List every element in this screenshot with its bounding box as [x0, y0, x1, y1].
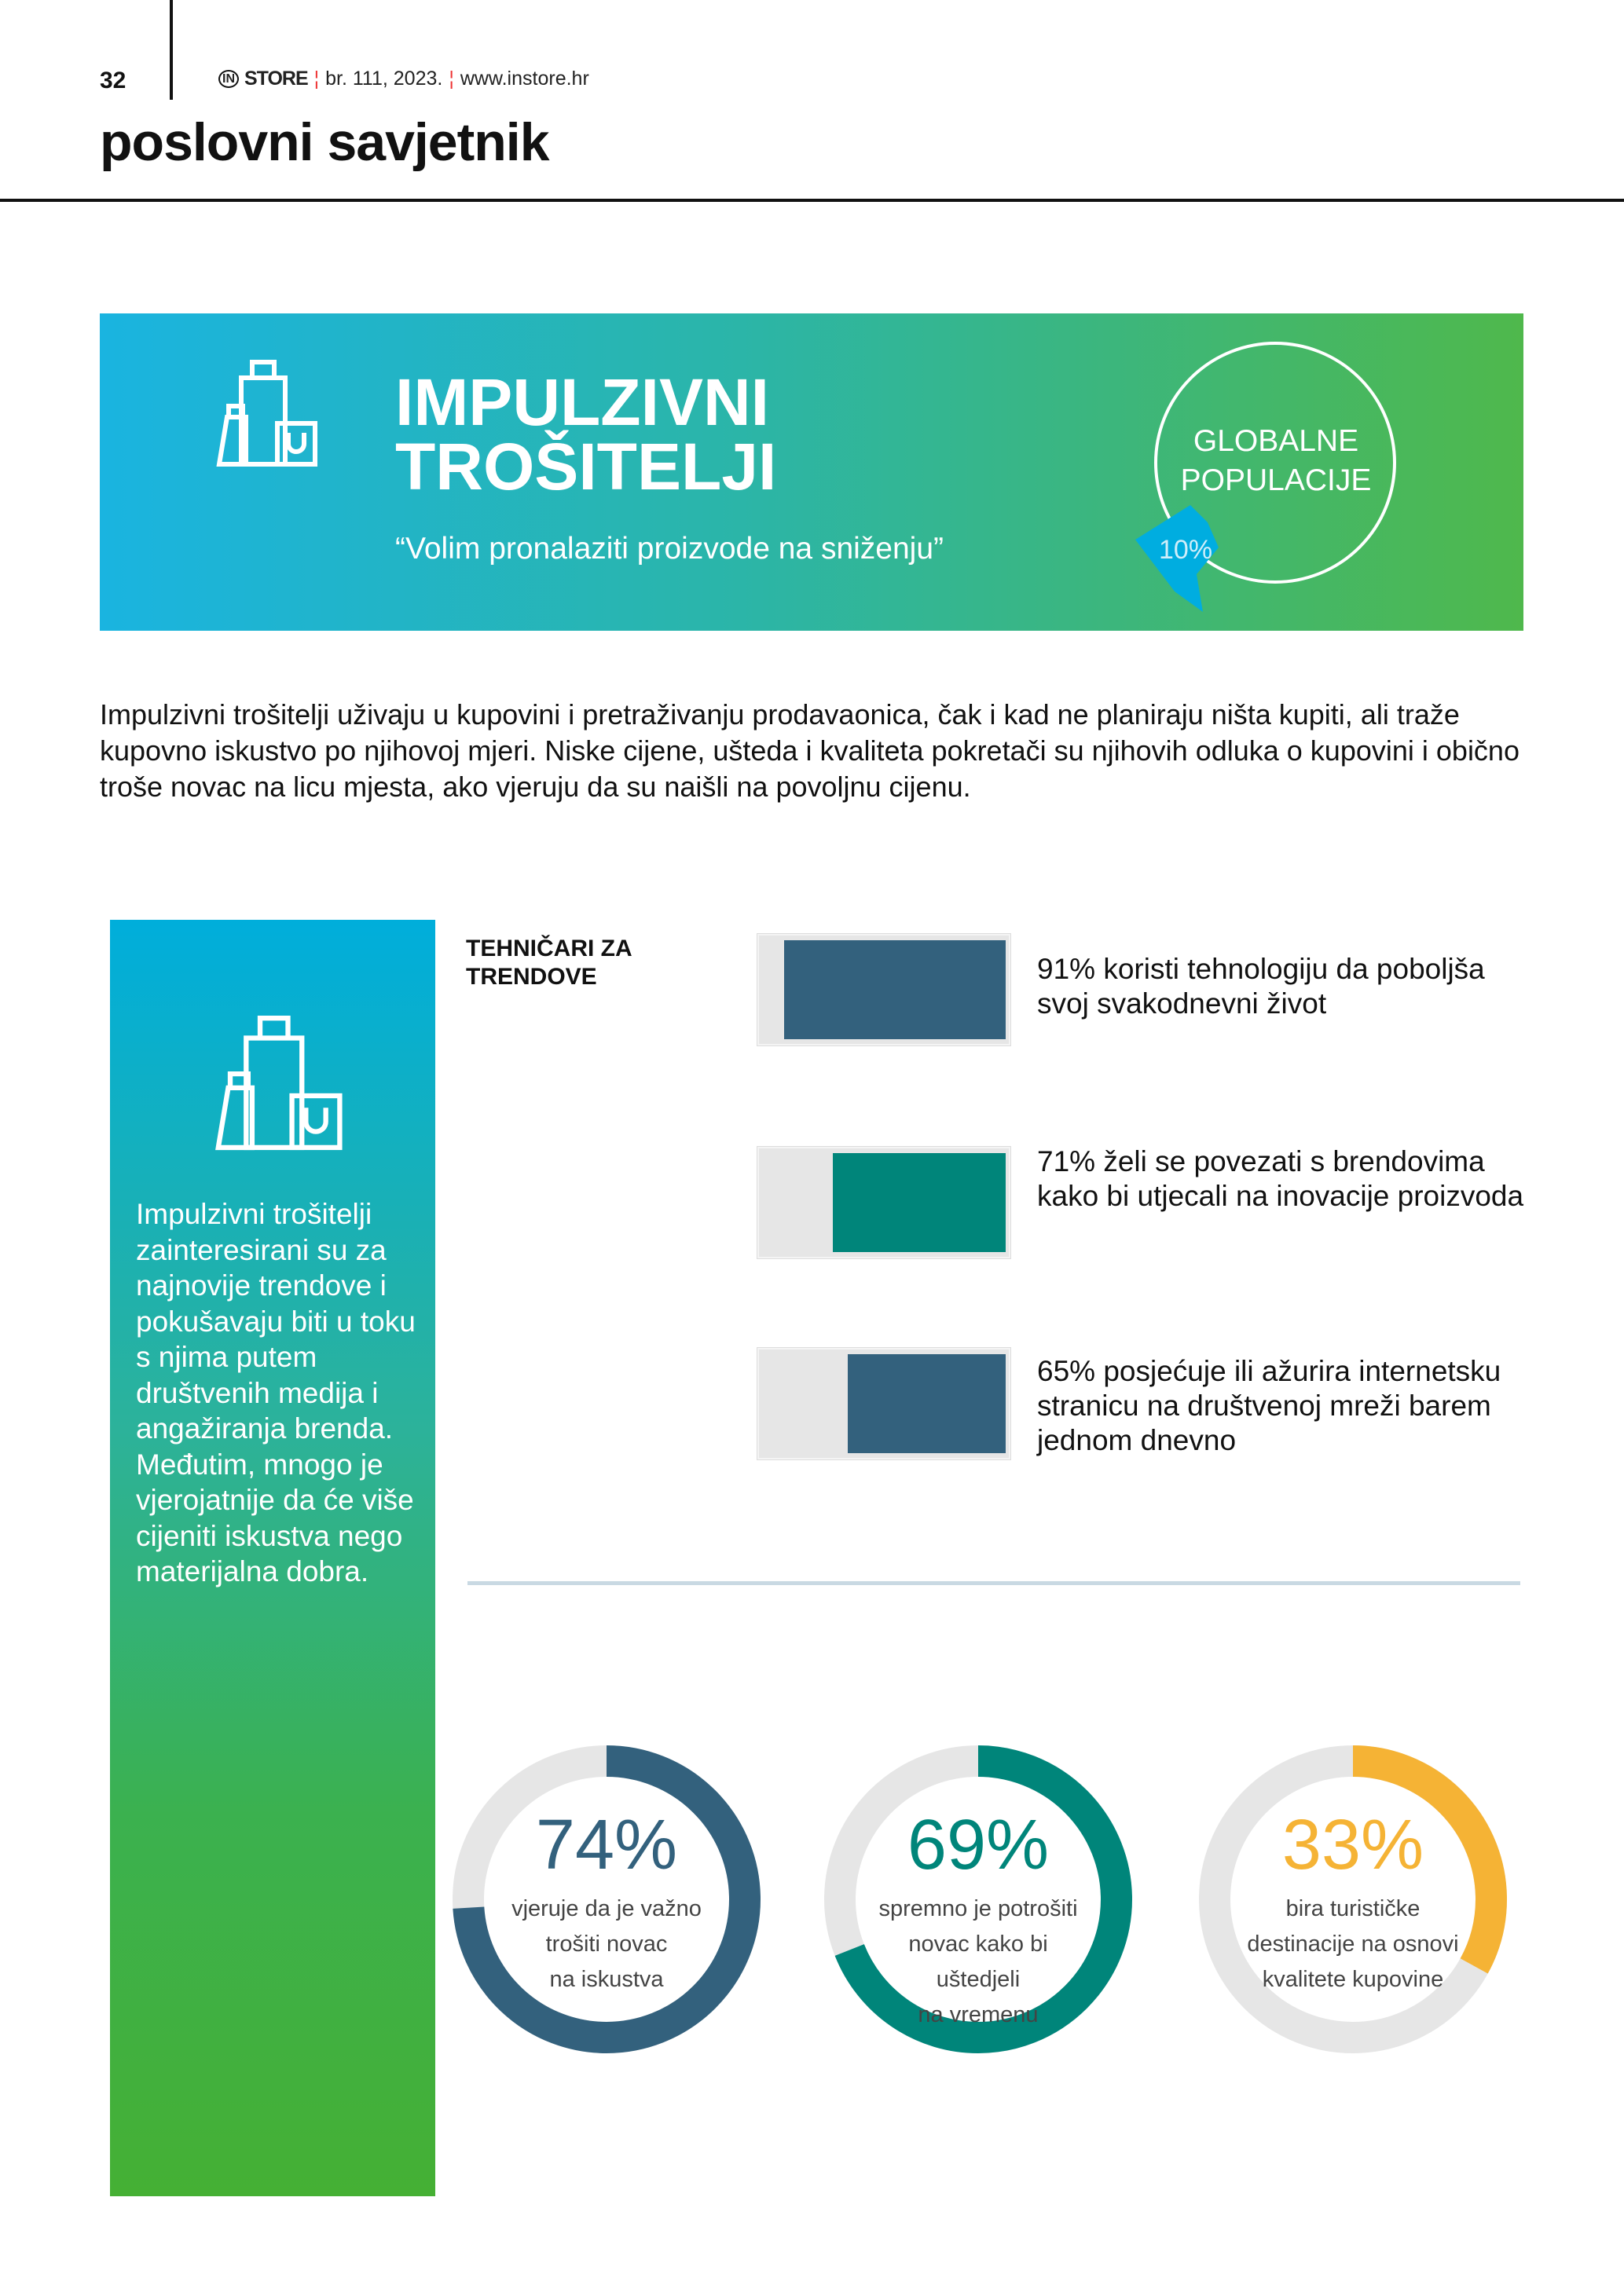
- trend-bar: [757, 1348, 1010, 1459]
- label-line: destinacije na osnovi: [1247, 1932, 1459, 1957]
- donut-chart: 33% bira turističke destinacije na osnovi…: [1196, 1742, 1510, 2056]
- website-link[interactable]: www.instore.hr: [460, 68, 589, 90]
- trend-text: 65% posjećuje ili ažurira internetsku st…: [1037, 1355, 1501, 1456]
- donut-chart: 69% spremno je potrošiti novac kako bi ušt…: [821, 1742, 1135, 2056]
- donut-label: bira turističke destinacije na osnovi kval…: [1227, 1891, 1479, 1998]
- header-rule: [0, 199, 1624, 202]
- donut-arc: [824, 1745, 1132, 2053]
- label-line: kvalitete kupovine: [1262, 1967, 1444, 1992]
- donut-value: 33%: [1281, 1806, 1424, 1884]
- heading-line: TRENDOVE: [466, 964, 597, 990]
- section-divider: [467, 1581, 1520, 1585]
- donut-arc: [1199, 1745, 1507, 2053]
- label-line: novac kako bi: [908, 1932, 1048, 1957]
- brand-name: STORE: [244, 68, 309, 90]
- label-line: na iskustva: [549, 1967, 664, 1992]
- circle-line: POPULACIJE: [1180, 463, 1372, 497]
- sidebar-panel: Impulzivni trošitelji zainteresirani su …: [110, 920, 435, 2196]
- population-label: GLOBALNE POPULACIJE: [1170, 422, 1382, 500]
- trend-text: 91% koristi tehnologiju da poboljša svoj…: [1037, 953, 1485, 1020]
- donut-label: vjeruje da je važno trošiti novac na iskus…: [481, 1891, 732, 1998]
- donut-arc: [453, 1745, 761, 2053]
- title-line: IMPULZIVNI: [395, 365, 769, 439]
- header-divider: [170, 0, 173, 100]
- donut-value: 74%: [535, 1806, 678, 1884]
- trend-bar-fill: [783, 940, 1006, 1039]
- label-line: vjeruje da je važno: [511, 1896, 702, 1921]
- intro-paragraph: Impulzivni trošitelji uživaju u kupovini…: [100, 698, 1520, 803]
- trend-bar-fill: [832, 1153, 1006, 1252]
- share-value: 10%: [1159, 535, 1213, 565]
- trend-bar-fill: [847, 1354, 1006, 1453]
- population-circle: [1154, 342, 1396, 584]
- heading-line: TEHNIČARI ZA: [466, 936, 632, 961]
- sidebar-text: Impulzivni trošitelji zainteresirani su …: [136, 1198, 416, 1587]
- donut-label: spremno je potrošiti novac kako bi uštedje…: [852, 1891, 1104, 2033]
- trend-text: 71% želi se povezati s brendovima kako b…: [1037, 1145, 1524, 1212]
- page-number: 32: [100, 68, 126, 93]
- shopping-bags-icon: [215, 1016, 343, 1151]
- donut-value: 69%: [907, 1806, 1050, 1884]
- trends-heading: TEHNIČARI ZA TRENDOVE: [466, 935, 632, 991]
- issue: br. 111, 2023.: [325, 68, 443, 90]
- banner: IMPULZIVNI TROŠITELJI “Volim pronalaziti…: [100, 313, 1523, 631]
- label-line: na vremenu: [918, 2002, 1039, 2027]
- trend-bar: [757, 1147, 1010, 1258]
- section-title: poslovni savjetnik: [100, 112, 550, 172]
- label-line: trošiti novac: [545, 1932, 668, 1957]
- circle-line: GLOBALNE: [1193, 424, 1359, 458]
- donut-chart: 74% vjeruje da je važno trošiti novac na i…: [449, 1742, 764, 2056]
- shopping-bags-icon: [216, 360, 317, 467]
- banner-quote: “Volim pronalaziti proizvode na sniženju…: [395, 532, 944, 566]
- brand-mark: IN: [218, 70, 239, 88]
- label-line: bira turističke: [1285, 1896, 1421, 1921]
- label-line: spremno je potrošiti: [878, 1896, 1078, 1921]
- label-line: uštedjeli: [936, 1967, 1021, 1992]
- share-wedge: [1135, 505, 1219, 612]
- title-line: TROŠITELJI: [395, 430, 777, 504]
- trend-bar: [757, 934, 1010, 1045]
- publication-meta: IN STORE ¦ br. 111, 2023. ¦ www.instore.hr: [218, 68, 589, 90]
- banner-title: IMPULZIVNI TROŠITELJI: [395, 365, 777, 504]
